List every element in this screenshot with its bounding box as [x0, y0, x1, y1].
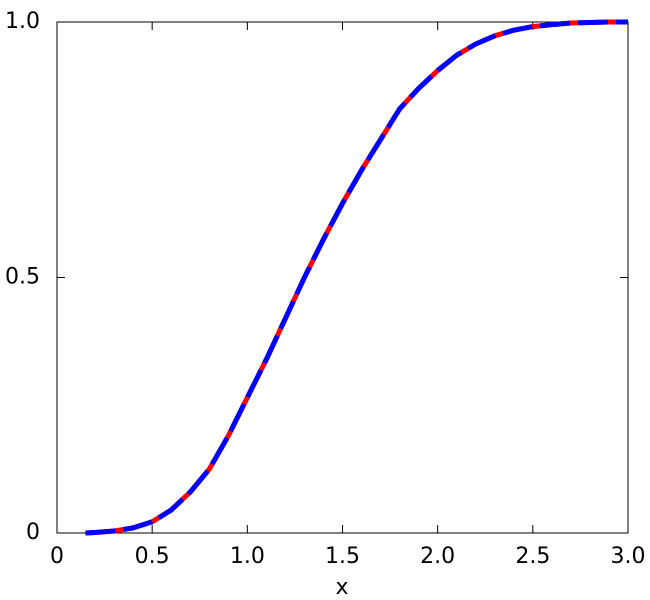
x-tick-label: 2.5 — [515, 544, 550, 569]
y-tick-label: 0.5 — [5, 265, 40, 290]
x-tick-label: 0.5 — [135, 544, 170, 569]
y-tick-label: 1.0 — [5, 9, 40, 34]
x-axis-label: x — [335, 575, 348, 600]
plot-frame — [56, 21, 629, 534]
x-tick-label: 0 — [50, 544, 64, 569]
x-tick-label: 1.0 — [230, 544, 265, 569]
y-tick-label: 0 — [26, 520, 40, 545]
x-tick-label: 3.0 — [611, 544, 646, 569]
series-line — [85, 19, 628, 536]
x-tick-label: 2.0 — [420, 544, 455, 569]
x-tick-label: 1.5 — [325, 544, 360, 569]
series-line — [85, 19, 628, 536]
